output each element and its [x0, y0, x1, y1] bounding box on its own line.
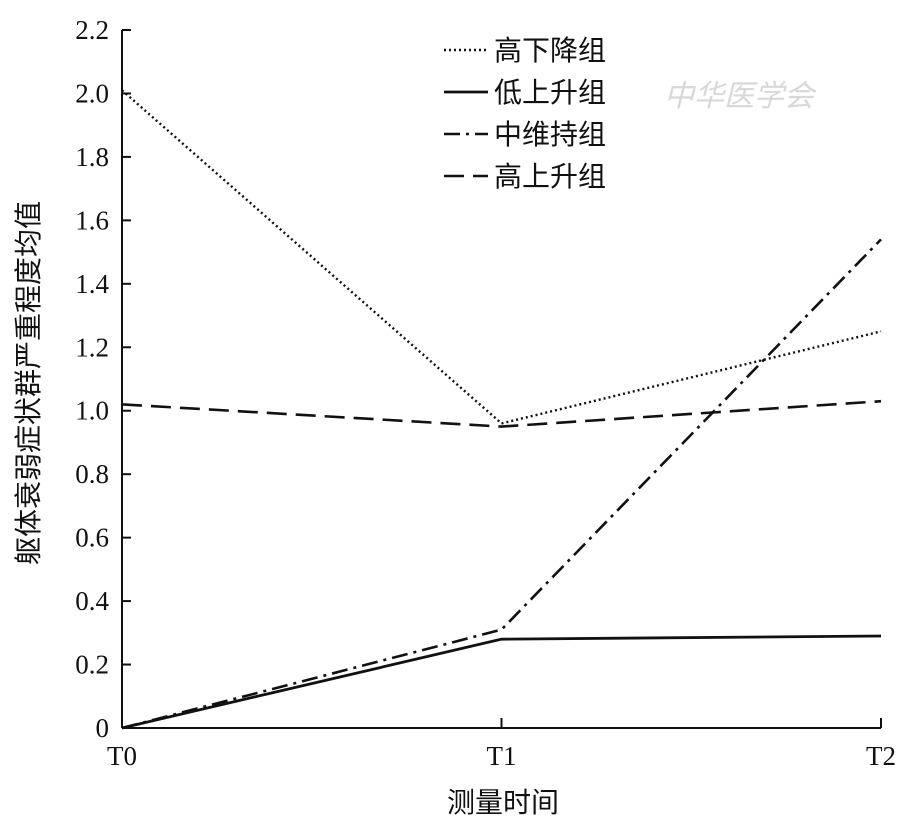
- y-tick-label: 0: [96, 713, 110, 743]
- series-line-4: [121, 399, 882, 428]
- y-tick-label: 1.8: [75, 142, 109, 172]
- y-ticks: 0 0.2 0.4 0.6 0.8 1.0 1.2 1.4 1.6 1.8 2.0 2.2: [75, 15, 131, 743]
- series-line-3: [121, 238, 882, 730]
- legend-label: 中维持组: [494, 119, 606, 151]
- y-tick-label: 1.0: [75, 396, 109, 426]
- x-axis-title: 测量时间: [447, 787, 559, 819]
- series-lines: [121, 89, 882, 730]
- y-tick-label: 1.6: [75, 205, 109, 235]
- y-tick-label: 1.2: [75, 332, 109, 362]
- x-ticks: T0 T1 T2: [107, 718, 896, 771]
- legend-label: 低上升组: [494, 77, 606, 109]
- legend-label: 高下降组: [494, 35, 606, 67]
- x-tick-label: T1: [487, 741, 517, 771]
- y-tick-label: 2.0: [75, 78, 109, 108]
- y-tick-label: 1.4: [75, 269, 109, 299]
- y-tick-label: 0.2: [75, 650, 109, 680]
- x-tick-label: T2: [866, 741, 896, 771]
- x-tick-label: T0: [107, 741, 137, 771]
- series-line-1: [121, 89, 882, 425]
- series-line-2: [121, 634, 882, 730]
- y-tick-label: 2.2: [75, 15, 109, 45]
- y-tick-label: 0.6: [75, 523, 109, 553]
- legend-label: 高上升组: [494, 161, 606, 193]
- watermark: 中华医学会: [664, 79, 817, 114]
- y-axis-title: 躯体衰弱症状群严重程度均值: [13, 201, 45, 565]
- y-tick-label: 0.8: [75, 459, 109, 489]
- y-tick-label: 0.4: [75, 586, 109, 616]
